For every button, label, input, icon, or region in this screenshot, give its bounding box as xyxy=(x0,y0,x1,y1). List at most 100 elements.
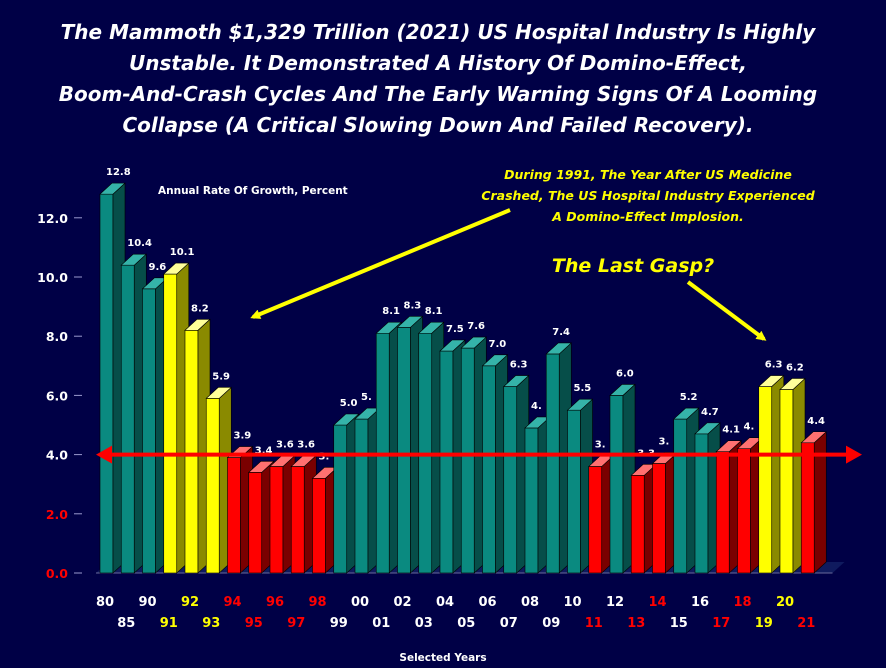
bar-top xyxy=(205,387,233,399)
title-line-4: Collapse (A Critical Slowing Down And Fa… xyxy=(122,113,753,137)
arrow-to-1991 xyxy=(250,208,511,319)
bar-front xyxy=(482,365,496,574)
data-label-95: 3.4 xyxy=(255,445,273,456)
data-label-01: 8.1 xyxy=(382,306,400,317)
bar-front xyxy=(312,477,326,574)
data-label-85: 10.4 xyxy=(127,238,152,249)
x-tick-03: 03 xyxy=(415,616,433,631)
y-tick-label: 12.0 xyxy=(37,211,68,226)
x-tick-02: 02 xyxy=(393,595,411,610)
bar-front xyxy=(269,466,284,574)
x-tick-90: 90 xyxy=(138,595,156,610)
bar-top xyxy=(460,336,488,349)
reference-line xyxy=(96,445,862,464)
x-tick-17: 17 xyxy=(712,616,730,631)
data-label-18: 4. xyxy=(744,422,755,433)
bar-front xyxy=(503,386,518,574)
y-axis-label: Annual Rate Of Growth, Percent xyxy=(158,185,348,197)
x-tick-93: 93 xyxy=(202,616,220,631)
bar-top xyxy=(609,384,636,396)
bar-front xyxy=(397,327,411,574)
data-label-15: 5.2 xyxy=(680,392,698,403)
reference-arrow-left xyxy=(96,445,112,464)
bar-top xyxy=(162,262,190,275)
data-label-90: 9.6 xyxy=(149,262,167,273)
data-label-12: 6.0 xyxy=(616,368,634,379)
data-label-99: 5.0 xyxy=(340,398,358,409)
bar-front xyxy=(205,398,220,574)
bar-front xyxy=(439,350,454,574)
x-tick-05: 05 xyxy=(457,616,475,631)
bar-front xyxy=(779,389,794,574)
chart-title: The Mammoth $1,329 Trillion (2021) US Ho… xyxy=(59,20,817,137)
x-tick-15: 15 xyxy=(670,616,688,631)
annotation-line-1: During 1991, The Year After US Medicine xyxy=(504,167,792,182)
data-label-14: 3. xyxy=(659,436,670,447)
x-tick-04: 04 xyxy=(436,595,454,610)
bar-top xyxy=(120,253,148,266)
data-label-96: 3.6 xyxy=(276,439,294,450)
data-label-11: 3. xyxy=(595,439,606,450)
bar-top xyxy=(779,378,806,390)
data-label-07: 6.3 xyxy=(510,360,528,371)
x-tick-14: 14 xyxy=(648,595,666,610)
x-tick-92: 92 xyxy=(181,595,199,610)
bar-front xyxy=(609,395,624,574)
data-label-05: 7.6 xyxy=(467,321,485,332)
bar-top xyxy=(375,321,403,334)
x-tick-94: 94 xyxy=(223,595,241,610)
x-tick-97: 97 xyxy=(287,616,305,631)
data-label-03: 8.1 xyxy=(425,306,443,317)
bar-top xyxy=(715,440,743,452)
y-tick-label: 2.0 xyxy=(46,507,68,522)
data-label-04: 7.5 xyxy=(446,324,464,335)
title-line-2: Unstable. It Demonstrated A History Of D… xyxy=(129,51,747,75)
title-line-1: The Mammoth $1,329 Trillion (2021) US Ho… xyxy=(61,20,817,44)
data-label-00: 5. xyxy=(361,392,372,403)
data-label-92: 8.2 xyxy=(191,303,209,314)
bar-front xyxy=(545,353,560,574)
bar-top xyxy=(545,342,573,355)
bar-top xyxy=(396,316,424,328)
x-tick-19: 19 xyxy=(755,616,773,631)
bar-front xyxy=(99,193,114,574)
bar-top xyxy=(481,354,509,367)
x-tick-91: 91 xyxy=(160,616,178,631)
bar-top xyxy=(417,321,445,334)
bar-10 xyxy=(566,398,594,574)
x-tick-99: 99 xyxy=(330,616,348,631)
bar-front xyxy=(715,451,730,574)
bar-front xyxy=(142,288,156,574)
reference-arrow-right xyxy=(846,445,862,464)
annotation-line-3: A Domino-Effect Implosion. xyxy=(551,209,744,224)
data-label-08: 4. xyxy=(531,401,542,412)
y-tick-label: 10.0 xyxy=(37,270,68,285)
x-tick-10: 10 xyxy=(563,595,581,610)
x-tick-01: 01 xyxy=(372,616,390,631)
bar-top xyxy=(502,375,530,387)
data-label-97: 3.6 xyxy=(297,439,315,450)
bar-top xyxy=(757,375,785,387)
arrow-to-2019 xyxy=(686,280,767,341)
bar-top xyxy=(694,422,721,435)
bar-front xyxy=(460,347,475,574)
last-gasp-label: The Last Gasp? xyxy=(552,255,714,277)
data-label-06: 7.0 xyxy=(489,339,507,350)
data-label-16: 4.7 xyxy=(701,407,719,418)
x-tick-06: 06 xyxy=(478,595,496,610)
x-tick-95: 95 xyxy=(245,616,263,631)
bar-front xyxy=(567,409,581,574)
data-label-17: 4.1 xyxy=(722,425,740,436)
bar-front xyxy=(737,448,751,574)
bar-top xyxy=(566,398,594,411)
bar-front xyxy=(524,427,539,574)
bar-front xyxy=(588,466,603,574)
bar-top xyxy=(184,318,211,331)
bar-front xyxy=(120,264,135,574)
bar-top xyxy=(247,461,275,473)
bar-front xyxy=(758,386,773,574)
x-tick-20: 20 xyxy=(776,595,794,610)
data-label-98: 3. xyxy=(319,451,330,462)
x-tick-96: 96 xyxy=(266,595,284,610)
